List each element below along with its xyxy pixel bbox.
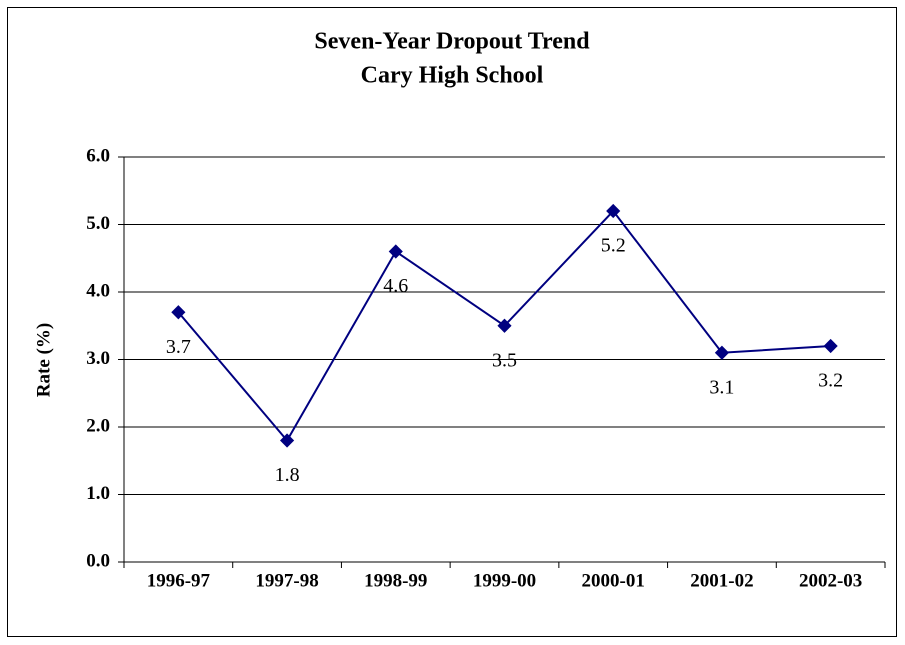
data-point <box>171 305 186 320</box>
x-tick-label: 1999-00 <box>473 570 536 591</box>
data-label: 5.2 <box>601 235 626 257</box>
data-point <box>823 338 838 354</box>
data-label: 1.8 <box>275 464 300 486</box>
data-point <box>606 203 621 219</box>
data-label: 4.6 <box>383 275 408 297</box>
chart-border <box>7 7 897 637</box>
x-tick-label: 1998-99 <box>364 570 427 591</box>
x-tick-label: 2002-03 <box>799 570 862 591</box>
x-tick-label: 2001-02 <box>690 570 753 591</box>
y-tick-label: 1.0 <box>86 483 110 504</box>
x-tick-label: 2000-01 <box>582 570 645 591</box>
data-point <box>388 244 403 259</box>
data-label: 3.7 <box>166 336 191 358</box>
y-tick-label: 6.0 <box>86 145 110 166</box>
y-tick-label: 4.0 <box>86 280 110 301</box>
y-tick-label: 5.0 <box>86 213 110 234</box>
chart-title: Seven-Year Dropout Trend <box>314 29 590 55</box>
data-point <box>714 345 729 360</box>
data-point <box>497 318 512 333</box>
y-tick-label: 0.0 <box>86 550 110 571</box>
chart-subtitle: Cary High School <box>361 63 544 89</box>
x-tick-label: 1997-98 <box>255 570 318 591</box>
data-point <box>280 433 295 448</box>
y-tick-label: 2.0 <box>86 415 110 436</box>
y-axis-label: Rate (%) <box>33 323 54 397</box>
data-label: 3.1 <box>709 376 734 398</box>
x-tick-label: 1996-97 <box>147 570 211 591</box>
y-tick-label: 3.0 <box>86 348 110 369</box>
data-label: 3.2 <box>818 370 843 392</box>
data-label: 3.5 <box>492 349 517 371</box>
